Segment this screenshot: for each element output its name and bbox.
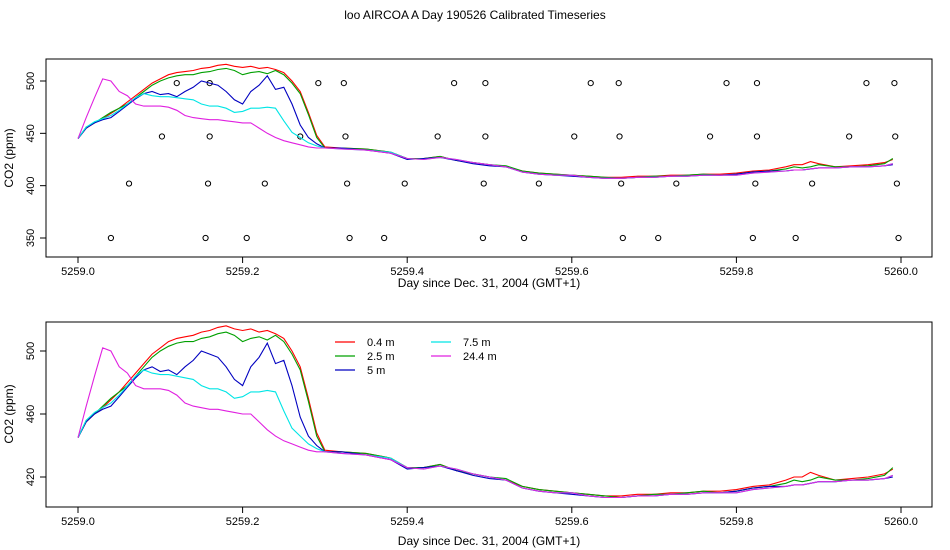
series-line-24-4-m <box>77 78 893 179</box>
marker-point <box>752 180 759 187</box>
marker-point <box>587 79 594 87</box>
marker-point <box>618 180 625 187</box>
bottom-y-axis: 420 460 500 <box>25 342 47 486</box>
marker-point <box>346 234 353 242</box>
y-tick-label: 500 <box>25 342 37 360</box>
marker-point <box>482 133 489 140</box>
marker-point <box>125 180 133 187</box>
marker-point <box>655 234 662 242</box>
x-tick-label: 5259.6 <box>555 266 589 278</box>
chart-title: loo AIRCOA A Day 190526 Calibrated Times… <box>344 8 605 22</box>
series-line-24-4-m <box>77 347 893 499</box>
top-y-axis-label: CO2 (ppm) <box>2 128 16 187</box>
marker-point <box>723 79 730 87</box>
x-tick-label: 5259.8 <box>720 516 754 528</box>
marker-point <box>206 79 213 87</box>
marker-point <box>706 133 714 140</box>
marker-point <box>753 79 761 87</box>
y-tick-label: 420 <box>25 468 37 486</box>
x-tick-label: 5259.2 <box>226 516 260 528</box>
marker-point <box>206 133 213 140</box>
marker-point <box>863 79 870 87</box>
marker-point <box>673 180 680 187</box>
x-tick-label: 5259.6 <box>555 516 589 528</box>
legend-label: 24.4 m <box>463 351 497 363</box>
marker-point <box>315 79 322 87</box>
marker-point <box>340 79 347 87</box>
y-tick-label: 460 <box>25 405 37 423</box>
marker-point <box>479 234 487 242</box>
legend-label: 7.5 m <box>463 337 491 349</box>
marker-point <box>520 234 528 242</box>
legend-label: 5 m <box>367 365 385 377</box>
marker-point <box>480 180 487 187</box>
top-plot-frame <box>45 58 933 258</box>
x-tick-label: 5259.4 <box>390 516 424 528</box>
bottom-x-axis-label: Day since Dec. 31, 2004 (GMT+1) <box>398 534 580 548</box>
legend-label: 2.5 m <box>367 351 395 363</box>
marker-point <box>616 133 623 140</box>
bottom-y-axis-label: CO2 (ppm) <box>2 384 16 443</box>
y-tick-label: 400 <box>25 176 37 194</box>
marker-point <box>846 133 853 140</box>
top-x-axis: 5259.0 5259.2 5259.4 5259.6 5259.8 5260.0 <box>61 256 918 278</box>
marker-point <box>202 234 209 242</box>
marker-point <box>619 234 626 242</box>
marker-point <box>895 234 902 242</box>
top-x-axis-label: Day since Dec. 31, 2004 (GMT+1) <box>398 276 580 290</box>
legend: 0.4 m 2.5 m 5 m 7.5 m 24.4 m <box>335 337 497 377</box>
bottom-series-lines <box>77 325 894 499</box>
marker-point <box>571 133 578 140</box>
y-tick-label: 500 <box>25 72 37 90</box>
x-tick-label: 5259.8 <box>720 266 754 278</box>
marker-point <box>615 79 622 87</box>
marker-point <box>381 234 388 242</box>
series-line-2-5-m <box>77 67 894 179</box>
x-tick-label: 5260.0 <box>884 516 918 528</box>
marker-point <box>107 234 115 242</box>
marker-point <box>535 180 542 187</box>
x-tick-label: 5260.0 <box>884 266 918 278</box>
marker-point <box>434 133 441 140</box>
marker-point <box>893 180 900 187</box>
y-tick-label: 450 <box>25 124 37 142</box>
marker-point <box>892 133 899 140</box>
marker-point <box>482 79 489 87</box>
x-tick-label: 5259.2 <box>226 266 260 278</box>
marker-point <box>749 234 756 242</box>
marker-point <box>401 180 408 187</box>
top-series-lines <box>77 63 894 179</box>
marker-point <box>243 234 250 242</box>
marker-point <box>891 79 898 87</box>
x-tick-label: 5259.4 <box>390 266 424 278</box>
top-y-axis: 350 400 450 500 <box>25 72 47 247</box>
y-tick-label: 350 <box>25 229 37 247</box>
marker-point <box>342 133 349 140</box>
x-tick-label: 5259.0 <box>61 266 95 278</box>
x-tick-label: 5259.0 <box>61 516 95 528</box>
series-line-5-m <box>77 74 893 179</box>
series-line-5-m <box>77 341 893 499</box>
marker-point <box>451 79 458 87</box>
marker-point <box>173 79 180 87</box>
marker-point <box>344 180 351 187</box>
marker-point <box>809 180 816 187</box>
top-markers <box>107 79 902 242</box>
bottom-x-axis: 5259.0 5259.2 5259.4 5259.6 5259.8 5260.0 <box>61 506 918 528</box>
legend-label: 0.4 m <box>367 337 395 349</box>
marker-point <box>792 234 799 242</box>
marker-point <box>753 133 761 140</box>
bottom-plot-frame <box>45 321 933 508</box>
marker-point <box>204 180 212 187</box>
marker-point <box>261 180 268 187</box>
marker-point <box>158 133 166 140</box>
